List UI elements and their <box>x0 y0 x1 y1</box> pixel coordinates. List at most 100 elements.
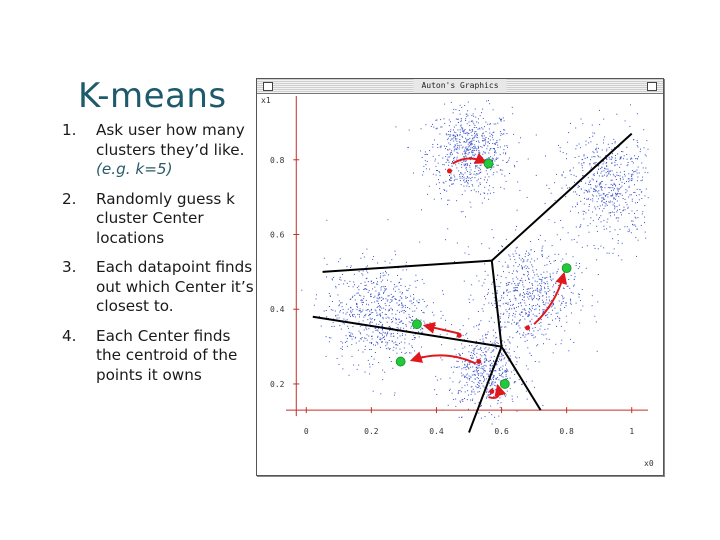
data-point <box>370 281 372 283</box>
zoom-box-icon[interactable] <box>647 82 657 91</box>
data-point <box>399 291 401 293</box>
data-point <box>374 295 376 297</box>
data-point <box>637 142 639 143</box>
data-point <box>352 286 354 288</box>
data-point <box>335 314 337 316</box>
data-point <box>592 135 594 137</box>
data-point <box>451 150 453 152</box>
data-point <box>432 155 434 157</box>
data-point <box>348 331 350 333</box>
data-point <box>366 248 368 250</box>
data-point <box>414 280 416 282</box>
data-point <box>500 402 502 404</box>
data-point <box>413 328 415 329</box>
data-point <box>508 309 510 310</box>
data-point <box>601 170 603 172</box>
data-point <box>615 185 616 187</box>
data-point <box>341 349 343 350</box>
data-point <box>482 128 484 130</box>
data-point <box>558 300 560 302</box>
data-point <box>476 364 478 366</box>
data-point <box>532 293 533 295</box>
data-point <box>465 160 467 161</box>
data-point <box>601 189 603 191</box>
data-point <box>463 130 465 132</box>
data-point <box>332 309 334 311</box>
data-point <box>569 299 571 301</box>
data-point <box>529 308 531 310</box>
data-point <box>469 129 471 131</box>
data-point <box>453 399 455 400</box>
data-point <box>325 310 327 311</box>
data-point <box>492 109 494 111</box>
data-point <box>553 291 555 292</box>
data-point <box>507 284 509 286</box>
window-titlebar[interactable]: Auton's Graphics <box>257 79 663 94</box>
data-point <box>370 296 372 298</box>
data-point <box>521 268 523 270</box>
close-box-icon[interactable] <box>263 82 273 91</box>
data-point <box>534 280 536 282</box>
data-point <box>342 342 344 344</box>
data-point <box>473 154 475 156</box>
data-point <box>435 375 437 377</box>
data-point <box>567 232 569 234</box>
data-point <box>437 143 439 145</box>
data-point <box>558 317 560 319</box>
data-point <box>511 273 513 274</box>
data-point <box>534 289 536 291</box>
data-point <box>484 159 485 161</box>
data-point <box>520 314 522 316</box>
data-point <box>545 277 546 279</box>
data-point <box>607 171 609 172</box>
data-point <box>556 271 558 272</box>
data-point <box>423 301 425 302</box>
data-point <box>571 312 572 314</box>
data-point <box>401 333 403 335</box>
data-point <box>377 335 379 337</box>
data-point <box>405 297 407 299</box>
data-point <box>392 335 394 337</box>
data-point <box>491 362 493 364</box>
data-point <box>480 155 482 157</box>
data-point <box>578 162 580 164</box>
data-point <box>467 337 469 339</box>
data-point <box>444 168 446 170</box>
data-point <box>523 299 525 301</box>
data-point <box>471 284 473 286</box>
data-point <box>401 320 403 322</box>
data-point <box>393 295 395 297</box>
data-point <box>329 295 331 297</box>
data-point <box>577 185 579 187</box>
data-point <box>581 246 583 248</box>
data-point <box>456 156 458 158</box>
data-point <box>493 158 495 160</box>
data-point <box>492 377 494 379</box>
data-point <box>366 334 368 336</box>
data-point <box>503 291 505 293</box>
data-point <box>338 317 340 319</box>
data-point <box>532 277 534 279</box>
data-point <box>603 202 605 203</box>
data-point <box>336 358 338 359</box>
data-point <box>453 157 455 159</box>
data-point <box>471 380 473 382</box>
data-point <box>538 312 540 314</box>
data-point <box>396 285 398 287</box>
data-point <box>527 288 529 290</box>
data-point <box>415 286 417 288</box>
data-point <box>470 376 472 378</box>
data-point <box>465 374 467 376</box>
data-point <box>591 295 593 297</box>
data-point <box>363 256 365 258</box>
data-point <box>378 292 380 294</box>
data-point <box>634 191 636 193</box>
data-point <box>388 317 390 319</box>
data-point <box>644 205 646 207</box>
data-point <box>630 194 632 196</box>
data-point <box>614 208 616 210</box>
data-point <box>365 325 367 327</box>
data-point <box>501 297 502 299</box>
data-point <box>494 151 496 153</box>
data-point <box>557 268 559 270</box>
